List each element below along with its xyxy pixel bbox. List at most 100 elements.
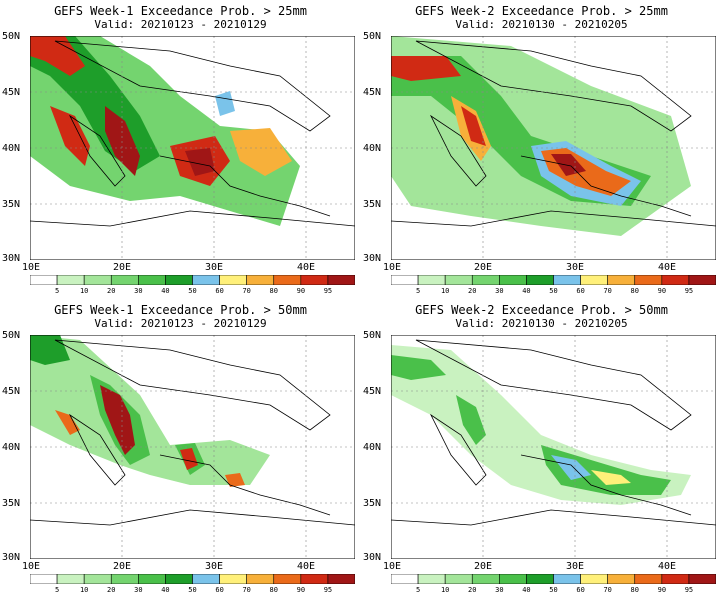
colorbar-label: 20: [107, 586, 116, 594]
y-axis-label: 35N: [2, 498, 21, 509]
panel-title: GEFS Week-1 Exceedance Prob. > 25mm: [54, 4, 307, 18]
colorbar-swatch: [661, 574, 690, 584]
panel-valid-dates: Valid: 20210123 - 20210129: [94, 18, 267, 31]
x-axis-label: 40E: [658, 561, 677, 572]
x-axis-label: 10E: [22, 561, 41, 572]
y-axis-label: 30N: [2, 552, 21, 563]
x-axis-label: 40E: [297, 262, 316, 273]
colorbar-swatch: [607, 275, 636, 285]
colorbar-label: 90: [296, 586, 306, 594]
y-axis-label: 35N: [363, 199, 382, 210]
map-panel-week2-50mm: GEFS Week-2 Exceedance Prob. > 50mm Vali…: [361, 299, 722, 598]
colorbar-label: 70: [242, 287, 251, 295]
probability-map: [391, 335, 716, 559]
y-axis-label: 30N: [363, 552, 382, 563]
colorbar-swatch: [444, 275, 473, 285]
map-panel-week1-50mm: GEFS Week-1 Exceedance Prob. > 50mm Vali…: [0, 299, 361, 598]
colorbar-swatch: [471, 574, 500, 584]
colorbar-swatch: [607, 574, 636, 584]
colorbar-label: 90: [657, 586, 667, 594]
colorbar-label: 30: [134, 287, 143, 295]
colorbar-label: 90: [296, 287, 306, 295]
colorbar-swatch: [192, 275, 220, 285]
y-axis-label: 35N: [2, 199, 21, 210]
colorbar-label: 30: [495, 287, 504, 295]
colorbar-swatch: [273, 574, 302, 584]
colorbar-label: 50: [188, 287, 197, 295]
y-axis-label: 40N: [2, 143, 21, 154]
colorbar-label: 20: [107, 287, 116, 295]
panel-valid-dates: Valid: 20210123 - 20210129: [94, 317, 267, 330]
colorbar-label: 30: [134, 586, 143, 594]
colorbar: [391, 574, 716, 584]
panel-title: GEFS Week-2 Exceedance Prob. > 25mm: [415, 4, 668, 18]
probability-map: [391, 36, 716, 260]
colorbar-swatch: [110, 574, 139, 584]
colorbar-label: 60: [215, 287, 224, 295]
colorbar-swatch: [56, 275, 85, 285]
x-axis-label: 30E: [566, 262, 585, 273]
colorbar-swatch: [246, 275, 275, 285]
x-axis-label: 30E: [205, 262, 224, 273]
colorbar-swatch: [138, 275, 166, 285]
y-axis-label: 30N: [363, 253, 382, 264]
colorbar-label: 30: [495, 586, 504, 594]
y-axis-label: 50N: [2, 31, 21, 42]
colorbar-label: 10: [440, 586, 450, 594]
y-axis-label: 45N: [363, 87, 382, 98]
colorbar-swatch: [634, 574, 663, 584]
colorbar-swatch: [83, 275, 112, 285]
colorbar-swatch: [499, 574, 527, 584]
colorbar-swatch: [391, 275, 419, 285]
probability-map: [30, 36, 355, 260]
colorbar-label: 50: [549, 586, 558, 594]
colorbar-label: 95: [323, 586, 333, 594]
colorbar-swatch: [246, 574, 275, 584]
colorbar-label: 95: [684, 586, 694, 594]
x-axis-label: 10E: [383, 262, 402, 273]
colorbar-swatch: [553, 574, 581, 584]
colorbar-label: 95: [323, 287, 333, 295]
colorbar-swatch: [327, 275, 355, 285]
colorbar-label: 5: [54, 287, 60, 295]
y-axis-label: 45N: [363, 386, 382, 397]
colorbar-label: 95: [684, 287, 694, 295]
colorbar-swatch: [327, 574, 355, 584]
x-axis-label: 20E: [113, 262, 132, 273]
colorbar-swatch: [688, 275, 716, 285]
colorbar-label: 10: [79, 586, 89, 594]
panel-title: GEFS Week-1 Exceedance Prob. > 50mm: [54, 303, 307, 317]
colorbar-swatch: [165, 275, 193, 285]
colorbar-swatch: [219, 574, 247, 584]
colorbar-swatch: [444, 574, 473, 584]
colorbar: [391, 275, 716, 285]
x-axis-label: 40E: [658, 262, 677, 273]
map-panel-week1-25mm: GEFS Week-1 Exceedance Prob. > 25mm Vali…: [0, 0, 361, 299]
colorbar-swatch: [634, 275, 663, 285]
colorbar-label: 5: [54, 586, 60, 594]
colorbar-label: 60: [576, 586, 585, 594]
colorbar-swatch: [138, 574, 166, 584]
colorbar-label: 40: [522, 586, 531, 594]
colorbar-label: 70: [242, 586, 251, 594]
colorbar-label: 40: [161, 586, 170, 594]
colorbar-swatch: [192, 574, 220, 584]
colorbar-label: 90: [657, 287, 667, 295]
x-axis-label: 30E: [566, 561, 585, 572]
colorbar-swatch: [661, 275, 690, 285]
colorbar-swatch: [83, 574, 112, 584]
colorbar-label: 80: [630, 287, 639, 295]
colorbar-label: 20: [468, 586, 477, 594]
colorbar-swatch: [56, 574, 85, 584]
colorbar-swatch: [580, 574, 608, 584]
colorbar-swatch: [30, 574, 58, 584]
y-axis-label: 50N: [363, 330, 382, 341]
colorbar-label: 80: [269, 287, 278, 295]
colorbar-label: 10: [440, 287, 450, 295]
colorbar-label: 80: [269, 586, 278, 594]
panel-valid-dates: Valid: 20210130 - 20210205: [455, 317, 628, 330]
y-axis-label: 40N: [2, 442, 21, 453]
panel-valid-dates: Valid: 20210130 - 20210205: [455, 18, 628, 31]
colorbar-swatch: [300, 574, 329, 584]
colorbar-label: 80: [630, 586, 639, 594]
